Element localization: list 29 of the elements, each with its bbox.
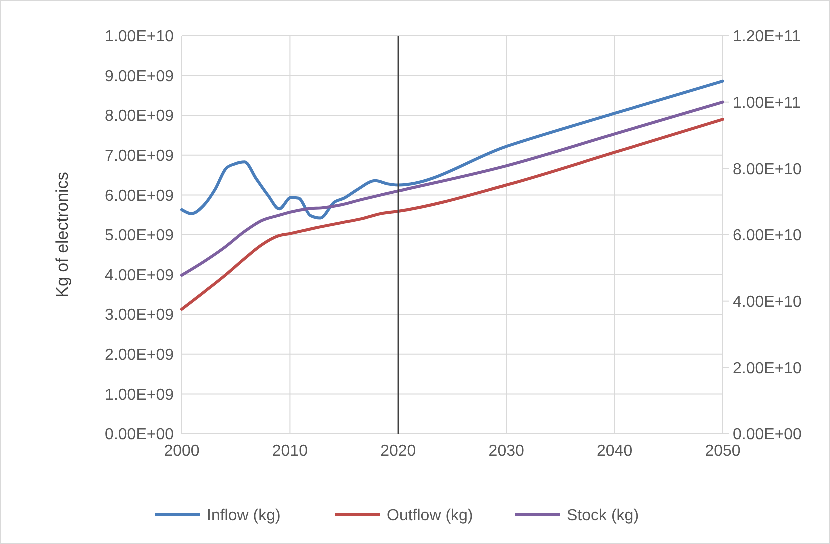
y2-tick-label: 0.00E+00 <box>733 426 802 444</box>
y-tick-label: 1.00E+09 <box>105 386 174 404</box>
legend-label: Inflow (kg) <box>207 508 281 525</box>
y-tick-label: 3.00E+09 <box>105 307 174 324</box>
y-tick-label: 4.00E+09 <box>105 267 174 284</box>
y2-tick-label: 6.00E+10 <box>733 228 802 245</box>
y-tick-label: 7.00E+09 <box>105 148 174 165</box>
y2-tick-label: 1.20E+11 <box>733 28 801 46</box>
y-tick-label: 8.00E+09 <box>105 108 174 126</box>
x-tick-label: 2050 <box>705 443 741 460</box>
y-axis-title: Kg of electronics <box>53 172 72 298</box>
x-tick-label: 2040 <box>597 443 633 460</box>
y-tick-label: 6.00E+09 <box>105 188 174 205</box>
y2-tick-label: 8.00E+10 <box>733 161 802 178</box>
x-tick-label: 2020 <box>380 443 416 460</box>
y-tick-label: 9.00E+09 <box>105 68 174 86</box>
y2-tick-label: 2.00E+10 <box>733 360 802 378</box>
y-tick-label: 5.00E+09 <box>105 228 174 245</box>
y2-tick-label: 1.00E+11 <box>733 94 801 112</box>
line-series <box>180 80 724 220</box>
x-tick-label: 2000 <box>164 443 200 460</box>
y-tick-label: 1.00E+10 <box>105 28 174 46</box>
legend-label: Outflow (kg) <box>387 508 474 525</box>
y-tick-label: 0.00E+00 <box>105 426 174 444</box>
y-tick-label: 2.00E+09 <box>105 347 174 364</box>
legend-label: Stock (kg) <box>567 508 640 525</box>
y2-tick-label: 4.00E+10 <box>733 294 802 311</box>
x-tick-label: 2030 <box>488 443 524 460</box>
x-tick-label: 2010 <box>272 443 308 460</box>
